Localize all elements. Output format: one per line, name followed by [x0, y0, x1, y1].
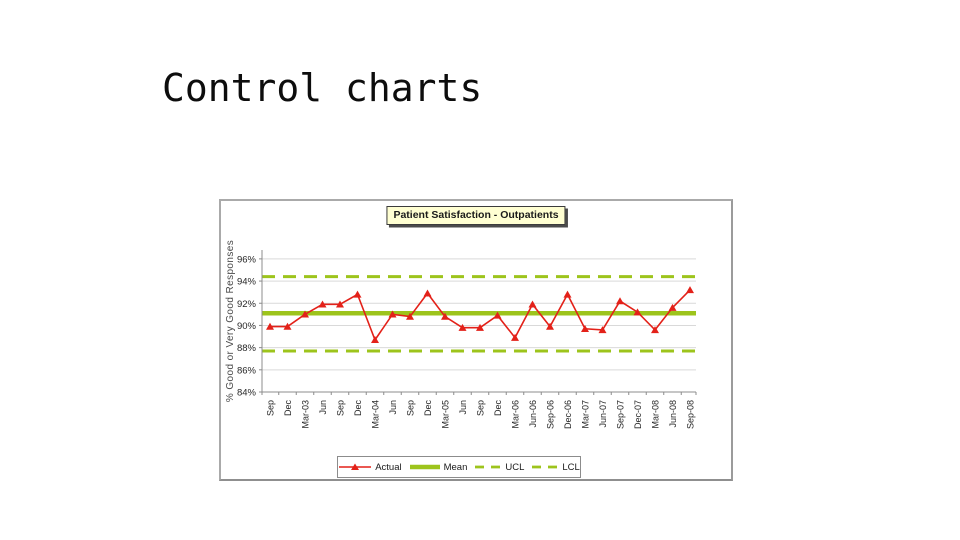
actual-marker-triangle — [301, 310, 309, 318]
legend-item-ucl: UCL — [474, 462, 524, 473]
y-tick-label: 90% — [237, 321, 257, 332]
x-tick-label: Dec — [493, 400, 503, 417]
actual-marker-triangle — [266, 322, 274, 330]
actual-marker-triangle — [668, 303, 677, 311]
x-tick-label: Jun-06 — [528, 400, 538, 428]
legend-item-actual: Actual — [338, 461, 402, 473]
actual-series-marker-icon — [339, 463, 372, 470]
y-tick-label: 88% — [237, 343, 257, 354]
x-tick-label: Jun-07 — [598, 400, 608, 428]
actual-marker-triangle — [493, 311, 502, 319]
y-tick-label: 86% — [237, 365, 257, 376]
actual-marker-triangle — [353, 290, 362, 298]
y-axis-title: % Good or Very Good Responses — [225, 240, 236, 402]
actual-marker-triangle — [686, 286, 694, 294]
actual-marker-triangle — [371, 336, 379, 344]
actual-marker-triangle — [476, 323, 484, 331]
actual-marker-triangle — [546, 322, 554, 330]
legend-label-mean: Mean — [443, 461, 468, 473]
actual-marker-triangle — [633, 308, 642, 316]
legend-item-mean: Mean — [409, 461, 468, 473]
slide-title: Control charts — [162, 66, 483, 110]
actual-marker-triangle — [406, 312, 414, 320]
mean-line-marker-icon — [409, 464, 440, 470]
ucl-line-marker-icon — [475, 465, 502, 469]
x-tick-label: Mar-07 — [581, 400, 591, 429]
x-tick-label: Dec-06 — [563, 400, 573, 429]
x-tick-label: Dec — [423, 400, 433, 417]
legend-item-lcl: LCL — [531, 461, 580, 473]
actual-marker-triangle — [528, 300, 537, 308]
x-tick-label: Sep — [336, 400, 346, 416]
plot-area: 84% 86% 88% 90% 92% 94% 96% Sep Dec Mar-03 Jun Sep D… — [225, 240, 697, 429]
y-tick-label: 84% — [237, 388, 257, 399]
x-tick-label: Jun — [388, 400, 398, 415]
actual-marker-triangle — [563, 290, 572, 298]
actual-marker-triangle — [616, 297, 624, 305]
x-tick-label: Sep-07 — [616, 400, 626, 429]
actual-marker-triangle — [283, 322, 292, 330]
actual-marker-triangle — [651, 326, 659, 334]
x-tick-label: Sep — [266, 400, 276, 416]
patient-satisfaction-chart: Patient Satisfaction - Outpatients 84% 86… — [219, 199, 733, 481]
actual-marker-triangle — [423, 289, 432, 297]
y-tick-label: 92% — [237, 299, 257, 310]
x-tick-label: Sep — [476, 400, 486, 416]
actual-marker-triangle — [318, 300, 327, 308]
x-tick-label: Sep-08 — [686, 400, 696, 429]
x-tick-label: Mar-04 — [371, 400, 381, 429]
x-tick-label: Mar-06 — [511, 400, 521, 429]
lcl-line-marker-icon — [532, 465, 559, 469]
x-tick-label: Dec-07 — [633, 400, 643, 429]
actual-marker-triangle — [388, 310, 397, 318]
x-tick-label: Mar-03 — [301, 400, 311, 429]
x-tick-label: Dec — [283, 400, 293, 417]
x-tick-label: Jun-08 — [668, 400, 678, 428]
y-tick-label: 94% — [237, 277, 257, 288]
x-tick-label: Jun — [318, 400, 328, 415]
actual-marker-triangle — [598, 326, 607, 334]
actual-marker-triangle — [336, 300, 344, 308]
x-tick-label: Jun — [458, 400, 468, 415]
x-tick-label: Sep — [406, 400, 416, 416]
x-tick-label: Dec — [353, 400, 363, 417]
legend-label-ucl: UCL — [505, 461, 525, 473]
chart-title: Patient Satisfaction - Outpatients — [386, 206, 566, 225]
legend-label-actual: Actual — [375, 461, 402, 473]
y-tick-label: 96% — [237, 254, 257, 265]
actual-marker-triangle — [511, 333, 519, 341]
actual-marker-triangle — [581, 324, 589, 332]
actual-marker-triangle — [458, 323, 467, 331]
actual-marker-triangle — [441, 312, 449, 320]
x-tick-label: Mar-08 — [651, 400, 661, 429]
legend-label-lcl: LCL — [562, 461, 580, 473]
chart-legend: Actual Mean UCL LCL — [337, 456, 581, 478]
x-tick-label: Mar-05 — [441, 400, 451, 429]
x-tick-label: Sep-06 — [546, 400, 556, 429]
